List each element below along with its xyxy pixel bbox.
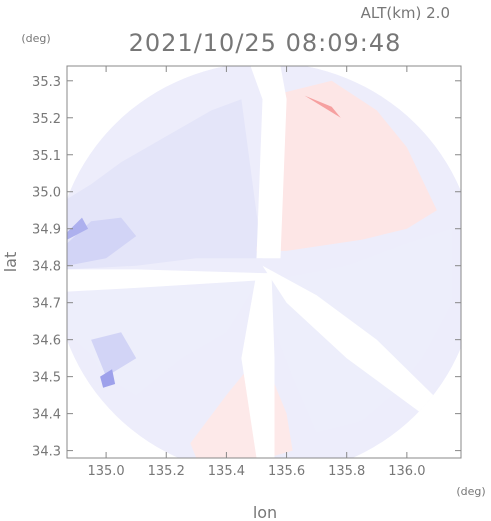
field-region-positive [256, 80, 437, 251]
chart-subtitle: ALT(km) 2.0 [361, 4, 450, 22]
field-gap [250, 66, 287, 259]
x-tick-label: 135.2 [148, 464, 185, 479]
y-tick-label: 34.6 [32, 334, 61, 349]
x-axis-label: lon [253, 503, 277, 521]
y-axis: 34.3 34.4 34.5 34.6 34.7 34.8 34.9 35.0 35.1 35.2… [32, 75, 461, 460]
y-tick-label: 34.3 [32, 445, 61, 460]
y-tick-label: 34.5 [32, 371, 61, 386]
x-axis: 135.0 135.2 135.4 135.6 135.8 136.0 [87, 66, 425, 479]
field-region-negative [100, 369, 116, 388]
y-tick-label: 35.3 [32, 75, 61, 90]
field-gap [262, 265, 437, 414]
x-tick-label: 135.0 [87, 464, 124, 479]
field-region-positive [304, 95, 341, 118]
y-unit-label: (deg) [21, 32, 50, 45]
x-tick-label: 135.8 [328, 464, 365, 479]
y-tick-label: 34.7 [32, 297, 61, 312]
y-tick-label: 35.1 [32, 149, 61, 164]
plot-frame [66, 65, 462, 459]
y-tick-label: 34.4 [32, 408, 61, 423]
y-axis-label: lat [1, 252, 20, 273]
field-region-negative [67, 217, 89, 240]
y-tick-label: 35.0 [32, 186, 61, 201]
field-gap [67, 269, 263, 292]
x-tick-label: 135.6 [268, 464, 305, 479]
data-field [67, 66, 461, 458]
y-tick-label: 35.2 [32, 112, 61, 127]
field-region-negative [91, 332, 137, 377]
x-tick-label: 136.0 [388, 464, 425, 479]
y-tick-label: 34.8 [32, 260, 61, 275]
x-tick-label: 135.4 [208, 464, 245, 479]
field-gap [241, 273, 275, 458]
chart-title: 2021/10/25 08:09:48 [129, 29, 402, 57]
x-unit-label: (deg) [456, 485, 485, 498]
y-tick-label: 34.9 [32, 223, 61, 238]
